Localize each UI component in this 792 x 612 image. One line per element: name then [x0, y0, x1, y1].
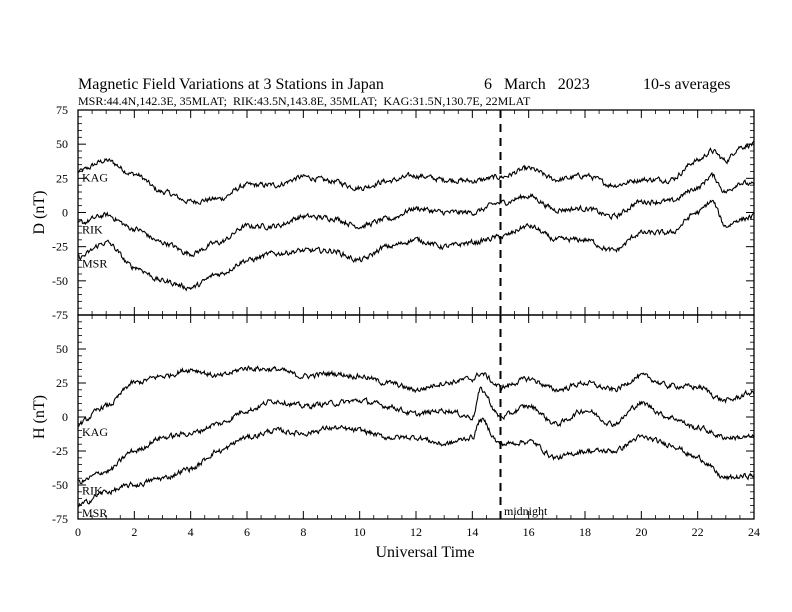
series-line-kag: [77, 365, 755, 427]
y-tick-label: 50: [56, 137, 68, 151]
chart-date: 6 March 2023: [484, 76, 590, 93]
x-tick-label: 18: [579, 525, 591, 539]
y-tick-label: -75: [52, 308, 68, 322]
y-tick-label: -50: [52, 478, 68, 492]
y-tick-label: -75: [52, 512, 68, 526]
x-tick-label: 0: [75, 525, 81, 539]
x-tick-label: 24: [748, 525, 760, 539]
station-label-kag: KAG: [82, 425, 108, 439]
series-line-kag: [77, 140, 755, 206]
y-tick-label: 0: [62, 410, 68, 424]
x-axis-label: Universal Time: [375, 544, 474, 561]
series-line-rik: [77, 386, 755, 485]
x-tick-label: 14: [466, 525, 478, 539]
y-tick-label: -50: [52, 274, 68, 288]
station-label-rik: RIK: [82, 222, 103, 236]
midnight-label: midnight: [504, 504, 548, 518]
x-tick-label: 12: [410, 525, 422, 539]
chart-subtitle: MSR:44.4N,142.3E, 35MLAT; RIK:43.5N,143.…: [78, 94, 531, 108]
y-tick-label: 75: [56, 103, 68, 117]
x-tick-label: 10: [354, 525, 366, 539]
y-tick-label: 25: [56, 171, 68, 185]
station-label-kag: KAG: [82, 171, 108, 185]
x-tick-label: 4: [188, 525, 194, 539]
y-tick-label: 25: [56, 376, 68, 390]
series-line-rik: [77, 171, 755, 257]
station-label-msr: MSR: [82, 257, 107, 271]
station-label-rik: RIK: [82, 483, 103, 497]
y-tick-label: 0: [62, 206, 68, 220]
x-tick-label: 20: [635, 525, 647, 539]
series-line-msr: [77, 417, 755, 508]
panel-frame: [77, 314, 755, 520]
x-tick-label: 8: [300, 525, 306, 539]
y-tick-label: -25: [52, 444, 68, 458]
station-label-msr: MSR: [82, 506, 107, 520]
x-tick-label: 16: [523, 525, 535, 539]
y-tick-label: 50: [56, 342, 68, 356]
x-tick-label: 6: [244, 525, 250, 539]
y-axis-label: H (nT): [31, 395, 48, 439]
panel-top: -75 -50 -25 0 25 50 75 D (nT) KAG RIK MSR: [31, 103, 755, 322]
chart-panels: -75 -50 -25 0 25 50 75 D (nT) KAG RIK MSR -75 -50 -25…: [31, 103, 760, 539]
chart-averaging: 10-s averages: [643, 76, 731, 93]
series-line-msr: [77, 199, 755, 292]
y-axis-label: D (nT): [31, 191, 48, 235]
chart-title: Magnetic Field Variations at 3 Stations …: [78, 76, 384, 93]
x-tick-label: 2: [131, 525, 137, 539]
x-tick-label: 22: [692, 525, 704, 539]
y-tick-label: -25: [52, 240, 68, 254]
